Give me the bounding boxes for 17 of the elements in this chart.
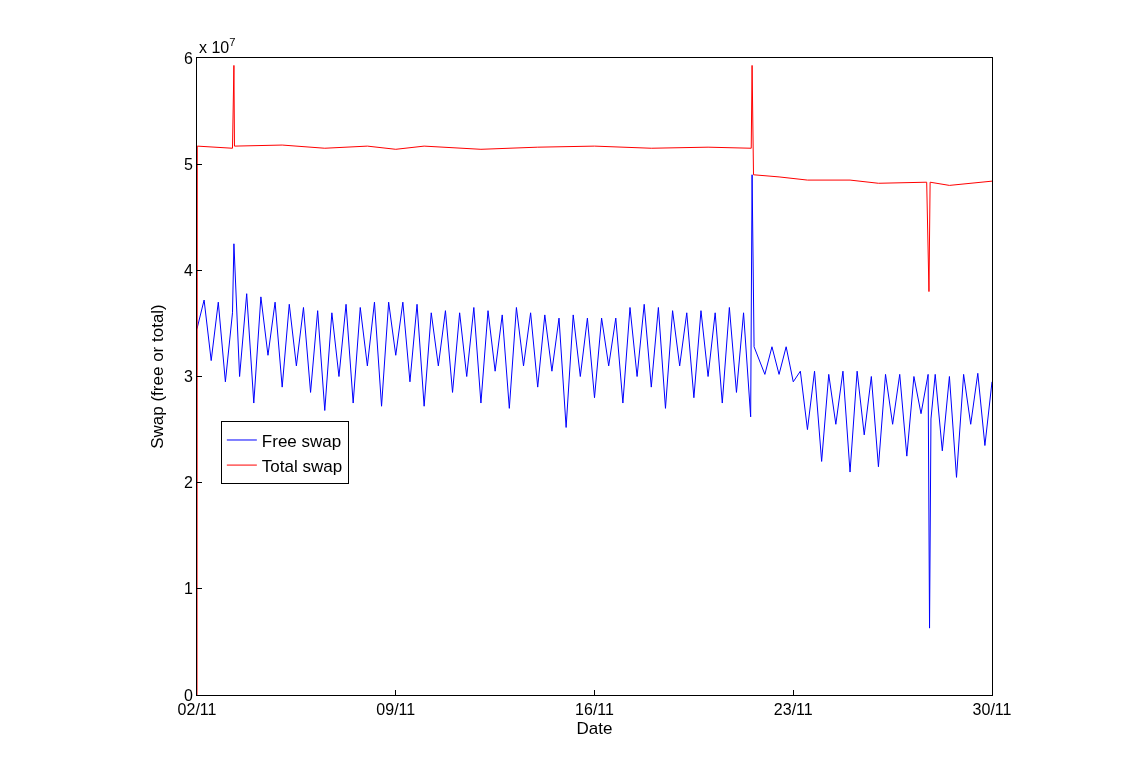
y-tick-label: 3 xyxy=(183,368,193,386)
text: x 10$^{7}$ xyxy=(199,36,236,56)
y-tick-label: 0 xyxy=(183,686,193,704)
y-axis-title: Swap (free or total) xyxy=(148,304,168,449)
y-tick-label: 1 xyxy=(183,580,193,598)
legend-label: Total swap xyxy=(261,456,343,476)
x-axis-title: Date xyxy=(576,718,613,738)
y-tick-label: 2 xyxy=(183,474,193,492)
x-tick-label: 09/11 xyxy=(376,701,416,719)
x-tick-label: 23/11 xyxy=(773,701,813,719)
x-tick-label: 16/11 xyxy=(575,701,615,719)
y-tick-label: 4 xyxy=(183,261,193,279)
y-tick-label: 5 xyxy=(183,155,193,173)
x-tick-label: 30/11 xyxy=(972,701,1012,719)
y-tick-label: 6 xyxy=(183,49,193,67)
legend-label: Free swap xyxy=(261,431,342,451)
x-tick-label: 02/11 xyxy=(177,701,217,719)
